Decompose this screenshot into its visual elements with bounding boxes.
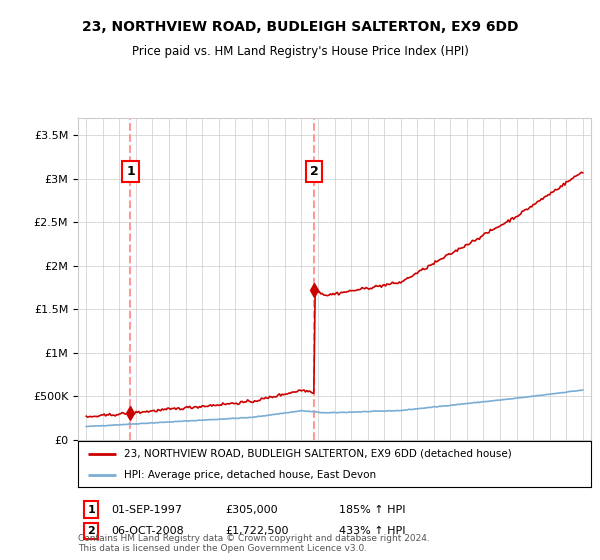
Text: £1,722,500: £1,722,500 <box>225 526 289 536</box>
Text: £305,000: £305,000 <box>225 505 278 515</box>
Text: 23, NORTHVIEW ROAD, BUDLEIGH SALTERTON, EX9 6DD (detached house): 23, NORTHVIEW ROAD, BUDLEIGH SALTERTON, … <box>124 449 512 459</box>
Text: Price paid vs. HM Land Registry's House Price Index (HPI): Price paid vs. HM Land Registry's House … <box>131 45 469 58</box>
Text: 23, NORTHVIEW ROAD, BUDLEIGH SALTERTON, EX9 6DD: 23, NORTHVIEW ROAD, BUDLEIGH SALTERTON, … <box>82 20 518 34</box>
Text: Contains HM Land Registry data © Crown copyright and database right 2024.
This d: Contains HM Land Registry data © Crown c… <box>78 534 430 553</box>
Text: HPI: Average price, detached house, East Devon: HPI: Average price, detached house, East… <box>124 470 376 480</box>
Text: 185% ↑ HPI: 185% ↑ HPI <box>339 505 406 515</box>
Text: 433% ↑ HPI: 433% ↑ HPI <box>339 526 406 536</box>
Text: 1: 1 <box>126 165 135 178</box>
Text: 2: 2 <box>88 526 95 536</box>
Text: 01-SEP-1997: 01-SEP-1997 <box>111 505 182 515</box>
Text: 06-OCT-2008: 06-OCT-2008 <box>111 526 184 536</box>
Text: 2: 2 <box>310 165 319 178</box>
Text: 1: 1 <box>88 505 95 515</box>
